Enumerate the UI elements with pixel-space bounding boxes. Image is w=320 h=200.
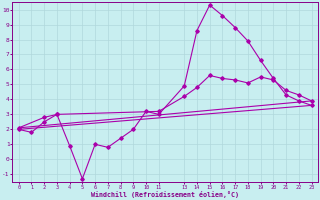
X-axis label: Windchill (Refroidissement éolien,°C): Windchill (Refroidissement éolien,°C) <box>91 191 239 198</box>
